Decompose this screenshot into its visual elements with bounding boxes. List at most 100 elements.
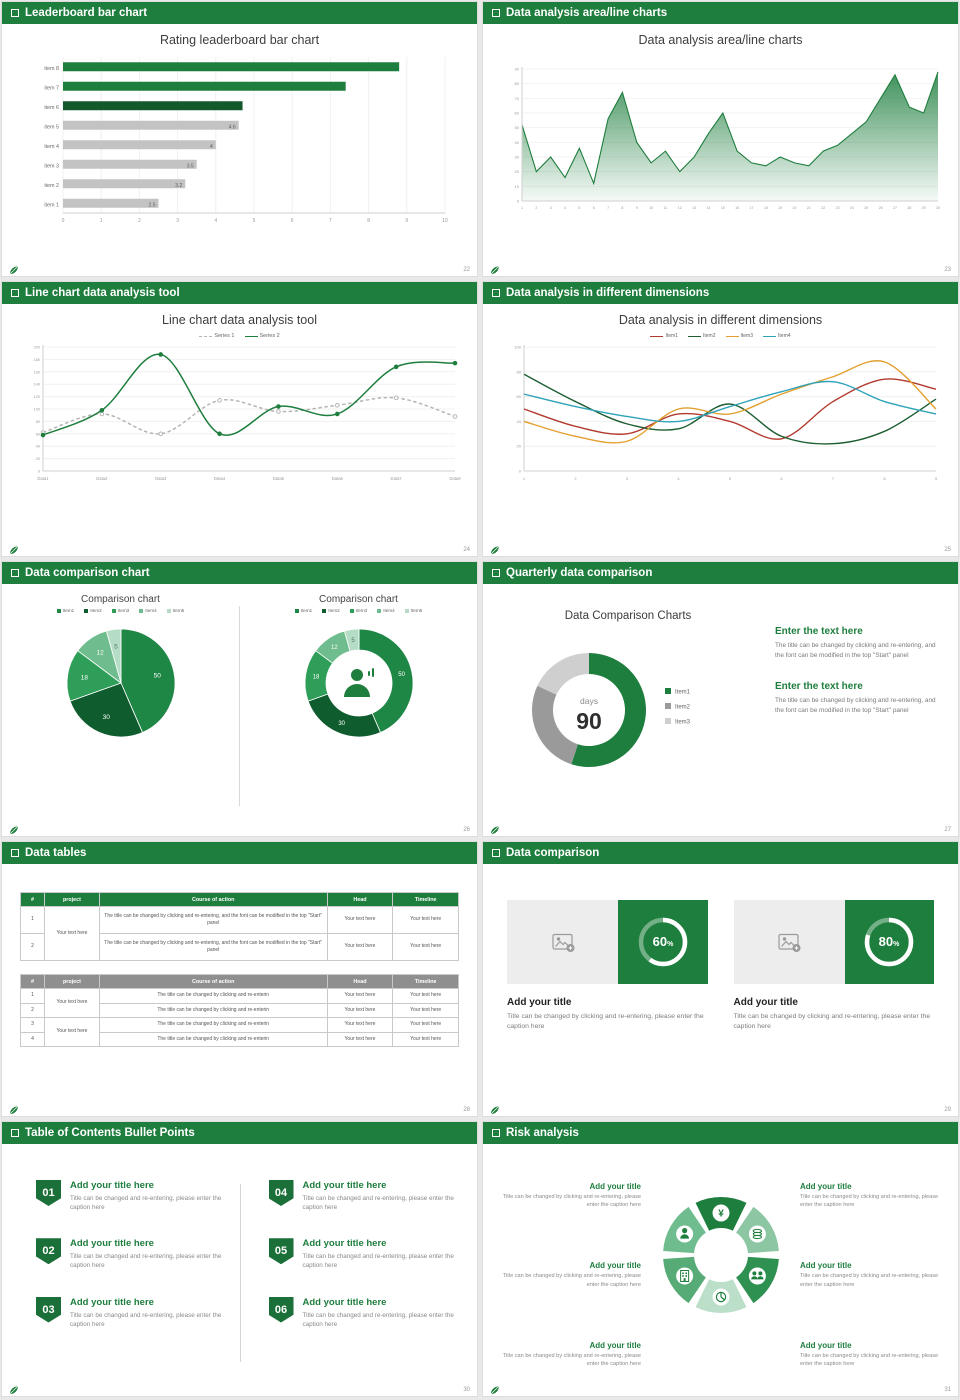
toc-container: 01 Add your title here Title can be change… bbox=[36, 1180, 455, 1329]
chart-legend: Item1 Item2 Item3 Item4 Item5 bbox=[292, 608, 426, 613]
svg-text:27: 27 bbox=[892, 206, 896, 210]
svg-text:6: 6 bbox=[780, 476, 783, 481]
svg-text:Data5: Data5 bbox=[272, 476, 284, 481]
svg-text:19: 19 bbox=[778, 206, 782, 210]
svg-text:60: 60 bbox=[516, 394, 521, 399]
slide-risk-analysis[interactable]: Risk analysis ¥ Add your title Title can … bbox=[482, 1121, 959, 1397]
svg-text:20: 20 bbox=[792, 206, 796, 210]
svg-text:18: 18 bbox=[763, 206, 767, 210]
svg-text:4: 4 bbox=[210, 144, 213, 150]
svg-text:10: 10 bbox=[649, 206, 653, 210]
svg-text:2: 2 bbox=[574, 476, 577, 481]
chart-title: Comparison chart bbox=[81, 594, 160, 605]
svg-text:8: 8 bbox=[883, 476, 886, 481]
risk-caption: Title can be changed by clicking and re-… bbox=[800, 1352, 939, 1367]
page-number: 31 bbox=[944, 1387, 951, 1393]
placeholder-square-icon bbox=[492, 1129, 500, 1137]
slide-line-chart-tool[interactable]: Line chart data analysis tool Line chart… bbox=[1, 281, 478, 557]
chart-title: Comparison chart bbox=[319, 594, 398, 605]
placeholder-square-icon bbox=[11, 569, 19, 577]
risk-title: Add your title bbox=[589, 1261, 641, 1271]
donut-chart: 50 30 18 12 5 bbox=[304, 628, 413, 738]
svg-text:item 7: item 7 bbox=[44, 85, 59, 91]
table-row: 3 Your text here The title can be changed … bbox=[19, 1017, 459, 1047]
risk-caption: Title can be changed by clicking and re-… bbox=[502, 1352, 641, 1367]
svg-text:1: 1 bbox=[522, 476, 525, 481]
svg-text:9: 9 bbox=[405, 218, 408, 224]
table-row: 2 The title can be changed by clicking an… bbox=[19, 933, 459, 961]
toc-title: Add your title here bbox=[302, 1296, 387, 1308]
slide-toc-bullets[interactable]: Table of Contents Bullet Points 01 Add yo… bbox=[1, 1121, 478, 1397]
toc-caption: Title can be changed and re-entering, pl… bbox=[70, 1311, 222, 1328]
chart-legend: Series 1 Series 2 bbox=[2, 333, 477, 339]
svg-text:20: 20 bbox=[35, 457, 39, 461]
svg-text:21: 21 bbox=[806, 206, 810, 210]
svg-text:30: 30 bbox=[514, 155, 519, 160]
risk-caption: Title can be changed by clicking and re-… bbox=[800, 1273, 939, 1288]
slide-leaderboard-bar-chart[interactable]: Leaderboard bar chart Rating leaderboard… bbox=[1, 1, 478, 277]
slide-quarterly-comparison[interactable]: Quarterly data comparison Data Compariso… bbox=[482, 561, 959, 837]
table-row: 1 Your text here The title can be changed … bbox=[19, 906, 459, 961]
svg-text:3: 3 bbox=[625, 476, 628, 481]
svg-text:Item1: Item1 bbox=[675, 690, 691, 696]
data-table: # project Course of action Head Timeline 1 You… bbox=[19, 974, 459, 1047]
toc-caption: Title can be changed and re-entering, pl… bbox=[70, 1195, 222, 1212]
svg-text:item 3: item 3 bbox=[44, 163, 59, 169]
svg-text:item 2: item 2 bbox=[44, 183, 59, 189]
svg-text:40: 40 bbox=[514, 140, 519, 145]
slide-header: Data comparison bbox=[483, 842, 958, 864]
svg-text:days: days bbox=[580, 696, 598, 706]
legend-item: Item5 bbox=[166, 608, 184, 613]
svg-text:5: 5 bbox=[578, 206, 580, 210]
slide-header: Data analysis area/line charts bbox=[483, 2, 958, 24]
svg-text:Data1: Data1 bbox=[37, 476, 49, 481]
page-number: 24 bbox=[463, 547, 470, 553]
page-number: 30 bbox=[463, 1387, 470, 1393]
svg-text:100: 100 bbox=[514, 345, 521, 350]
svg-text:9: 9 bbox=[934, 476, 937, 481]
slide-multi-dimension-lines[interactable]: Data analysis in different dimensions Da… bbox=[482, 281, 959, 557]
svg-text:Data3: Data3 bbox=[155, 476, 167, 481]
svg-text:1: 1 bbox=[521, 206, 523, 210]
slide-header-label: Data analysis in different dimensions bbox=[506, 287, 710, 299]
svg-text:18: 18 bbox=[80, 674, 88, 681]
chart-title: Rating leaderboard bar chart bbox=[159, 33, 320, 47]
svg-text:23: 23 bbox=[835, 206, 839, 210]
card-title: Add your title bbox=[507, 997, 572, 1008]
card-caption: Title can be changed by clicking and re-… bbox=[507, 1013, 704, 1031]
divider bbox=[239, 1184, 241, 1362]
svg-text:3.2: 3.2 bbox=[175, 183, 182, 189]
brand-logo-icon bbox=[490, 1382, 500, 1395]
legend-item: Item5 bbox=[404, 608, 422, 613]
svg-text:160: 160 bbox=[33, 370, 39, 374]
slide-area-line-charts[interactable]: Data analysis area/line charts Data anal… bbox=[482, 1, 959, 277]
svg-text:item 4: item 4 bbox=[44, 144, 59, 150]
toc-title: Add your title here bbox=[70, 1180, 154, 1191]
toc-title: Add your title here bbox=[70, 1238, 154, 1250]
table-row: 2 The title can be changed by clicking an… bbox=[19, 1002, 459, 1018]
placeholder-square-icon bbox=[492, 569, 500, 577]
toc-title: Add your title here bbox=[70, 1296, 154, 1308]
slide-header: Leaderboard bar chart bbox=[2, 2, 477, 24]
line-chart: 0 20 40 60 80 100 120 140 160 180 200 Data1 Data2 Dat… bbox=[33, 345, 461, 481]
legend-item: Item3 bbox=[111, 608, 129, 613]
svg-text:5: 5 bbox=[351, 638, 355, 644]
pinwheel-diagram: ¥ bbox=[663, 1197, 779, 1313]
slide-header: Table of Contents Bullet Points bbox=[2, 1122, 477, 1144]
legend-item: Item4 bbox=[763, 333, 791, 339]
slide-data-comparison-cards[interactable]: Data comparison 60% Add your title Title c… bbox=[482, 841, 959, 1117]
slide-data-tables[interactable]: Data tables # project Course of action Head… bbox=[1, 841, 478, 1117]
slide-header-label: Risk analysis bbox=[506, 1127, 579, 1139]
chart-title: Line chart data analysis tool bbox=[162, 313, 317, 327]
svg-text:Data7: Data7 bbox=[390, 476, 402, 481]
page-number: 22 bbox=[463, 267, 470, 273]
slide-data-comparison-chart[interactable]: Data comparison chart Comparison chart I… bbox=[1, 561, 478, 837]
toc-number-badge: 01 bbox=[36, 1180, 61, 1206]
risk-text-block: Add your title Title can be changed by cl… bbox=[493, 1341, 641, 1368]
svg-text:0: 0 bbox=[62, 218, 65, 224]
slide-header: Data comparison chart bbox=[2, 562, 477, 584]
svg-text:Data4: Data4 bbox=[213, 476, 225, 481]
chart-title: Data analysis in different dimensions bbox=[618, 313, 823, 327]
svg-text:6: 6 bbox=[291, 218, 294, 224]
